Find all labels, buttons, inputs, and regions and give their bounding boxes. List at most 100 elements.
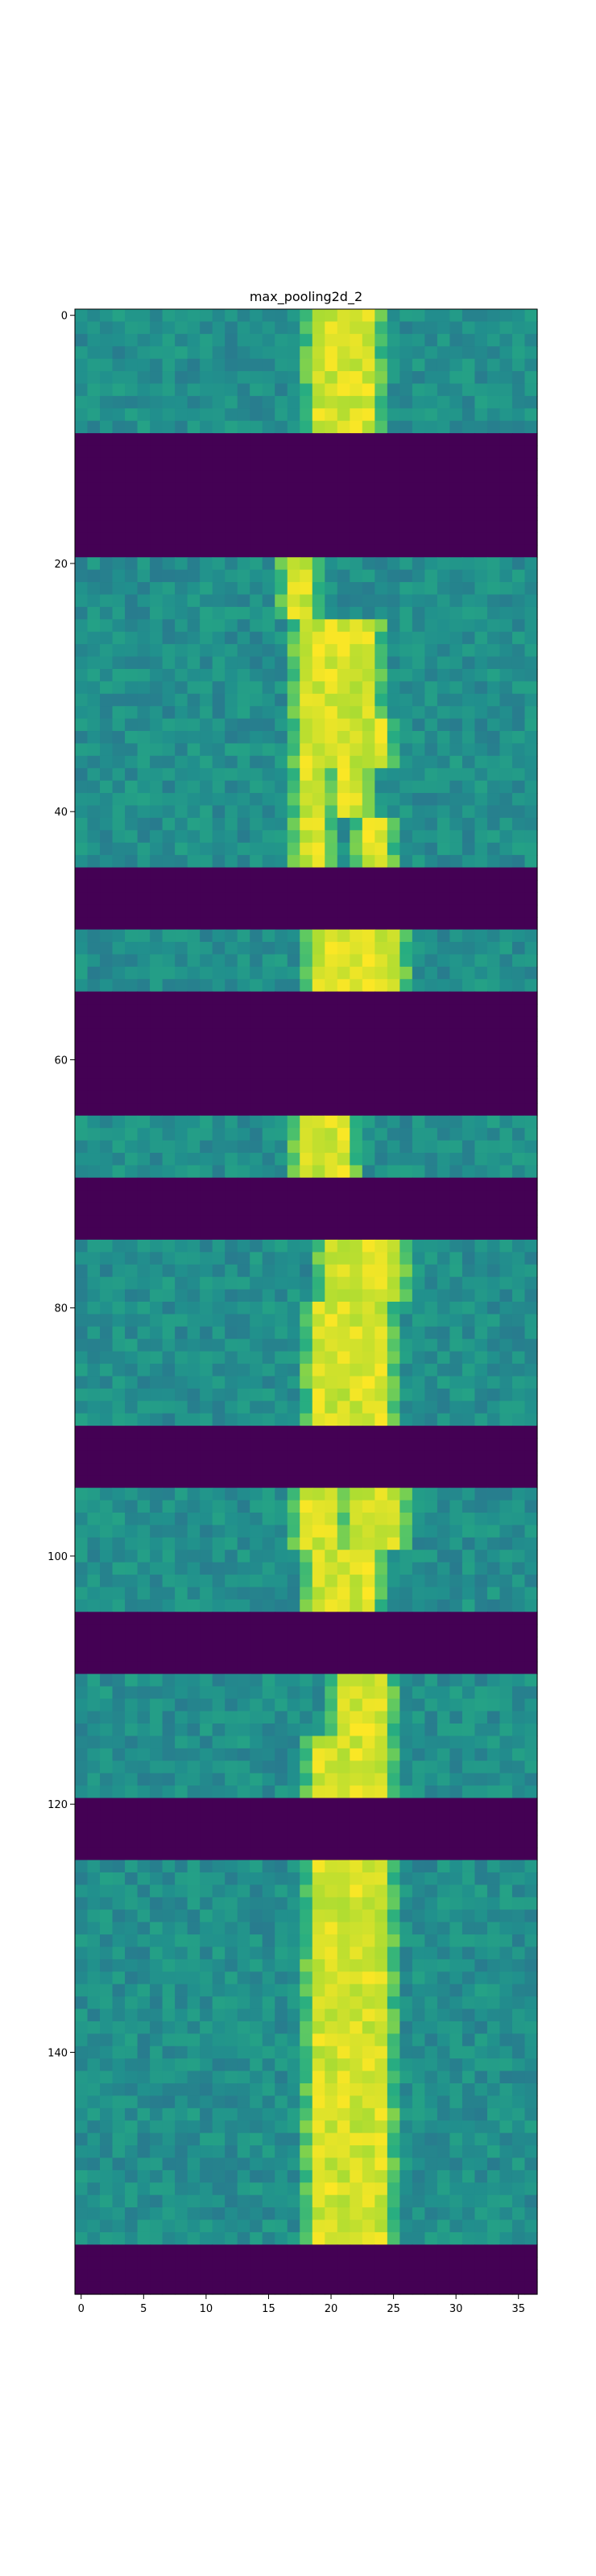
heatmap-cell [387, 1785, 400, 1799]
heatmap-cell [350, 817, 363, 831]
heatmap-cell [337, 520, 350, 534]
heatmap-cell [524, 1835, 538, 1848]
heatmap-cell [225, 1326, 238, 1340]
heatmap-cell [524, 1165, 538, 1179]
heatmap-cell [437, 1339, 450, 1352]
heatmap-cell [125, 1946, 139, 1960]
heatmap-cell [150, 1128, 163, 1141]
heatmap-cell [449, 346, 463, 360]
heatmap-cell [262, 1823, 275, 1836]
heatmap-cell [75, 420, 89, 434]
heatmap-cell [125, 433, 139, 447]
heatmap-cell [225, 793, 238, 807]
heatmap-cell [125, 1227, 139, 1241]
heatmap-cell [225, 1227, 238, 1241]
heatmap-cell [250, 1773, 263, 1786]
heatmap-cell [250, 731, 263, 745]
heatmap-cell [300, 1562, 313, 1575]
heatmap-cell [325, 619, 338, 633]
heatmap-cell [275, 1252, 288, 1265]
heatmap-cell [362, 755, 375, 769]
heatmap-cell [350, 1314, 363, 1327]
heatmap-cell [524, 520, 538, 534]
heatmap-cell [162, 420, 176, 434]
heatmap-cell [212, 954, 226, 968]
heatmap-cell [212, 1599, 226, 1612]
heatmap-cell [375, 408, 388, 422]
heatmap-cell [362, 532, 375, 546]
heatmap-cell [499, 1612, 513, 1625]
heatmap-cell [387, 1649, 400, 1662]
heatmap-cell [412, 892, 425, 906]
heatmap-cell [225, 1810, 238, 1823]
heatmap-cell [399, 1649, 413, 1662]
heatmap-cell [250, 1847, 263, 1861]
heatmap-cell [362, 1128, 375, 1141]
heatmap-cell [312, 1909, 325, 1923]
heatmap-cell [337, 1351, 350, 1364]
heatmap-cell [300, 1674, 313, 1687]
heatmap-cell [300, 1401, 313, 1414]
heatmap-cell [461, 1699, 476, 1712]
heatmap-cell [212, 631, 226, 645]
heatmap-cell [449, 1388, 463, 1402]
heatmap-cell [511, 1500, 526, 1513]
heatmap-cell [375, 1872, 388, 1885]
heatmap-cell [287, 1388, 300, 1402]
heatmap-cell [474, 482, 488, 496]
heatmap-cell [225, 1773, 238, 1786]
heatmap-cell [150, 1215, 163, 1228]
heatmap-cell [387, 805, 400, 819]
heatmap-cell [200, 1897, 213, 1910]
heatmap-cell [175, 904, 188, 918]
heatmap-cell [162, 544, 176, 558]
heatmap-cell [212, 1612, 226, 1625]
heatmap-cell [449, 1525, 463, 1538]
heatmap-cell [461, 1525, 476, 1538]
heatmap-cell [461, 457, 476, 471]
heatmap-cell [87, 780, 101, 794]
heatmap-cell [437, 1090, 450, 1104]
heatmap-cell [387, 892, 400, 906]
heatmap-cell [300, 755, 313, 769]
heatmap-cell [375, 433, 388, 447]
heatmap-cell [325, 1053, 338, 1067]
heatmap-cell [499, 520, 513, 534]
heatmap-cell [175, 1252, 188, 1265]
heatmap-cell [399, 457, 413, 471]
heatmap-cell [212, 1277, 226, 1290]
heatmap-cell [312, 1190, 325, 1203]
heatmap-cell [75, 1537, 89, 1550]
heatmap-cell [300, 1165, 313, 1179]
heatmap-cell [375, 1922, 388, 1935]
heatmap-cell [387, 383, 400, 397]
heatmap-cell [200, 544, 213, 558]
heatmap-cell [112, 594, 126, 608]
heatmap-cell [412, 1438, 425, 1451]
heatmap-cell [150, 1016, 163, 1030]
heatmap-cell [187, 1463, 201, 1476]
heatmap-cell [424, 1401, 438, 1414]
heatmap-cell [137, 656, 151, 670]
heatmap-cell [387, 1587, 400, 1600]
heatmap-cell [437, 1475, 450, 1488]
heatmap-cell [312, 1103, 325, 1117]
heatmap-cell [162, 1314, 176, 1327]
heatmap-cell [275, 1736, 288, 1749]
heatmap-cell [312, 1575, 325, 1588]
heatmap-cell [461, 395, 476, 409]
heatmap-cell [524, 1785, 538, 1799]
heatmap-cell [287, 755, 300, 769]
heatmap-cell [112, 1946, 126, 1960]
heatmap-cell [112, 768, 126, 782]
heatmap-cell [137, 1761, 151, 1774]
heatmap-cell [250, 1177, 263, 1191]
heatmap-cell [437, 1227, 450, 1241]
heatmap-cell [399, 1388, 413, 1402]
heatmap-cell [387, 544, 400, 558]
heatmap-cell [75, 842, 89, 856]
heatmap-cell [250, 1674, 263, 1687]
heatmap-cell [262, 1946, 275, 1960]
heatmap-cell [499, 1946, 513, 1960]
heatmap-cell [187, 1090, 201, 1104]
